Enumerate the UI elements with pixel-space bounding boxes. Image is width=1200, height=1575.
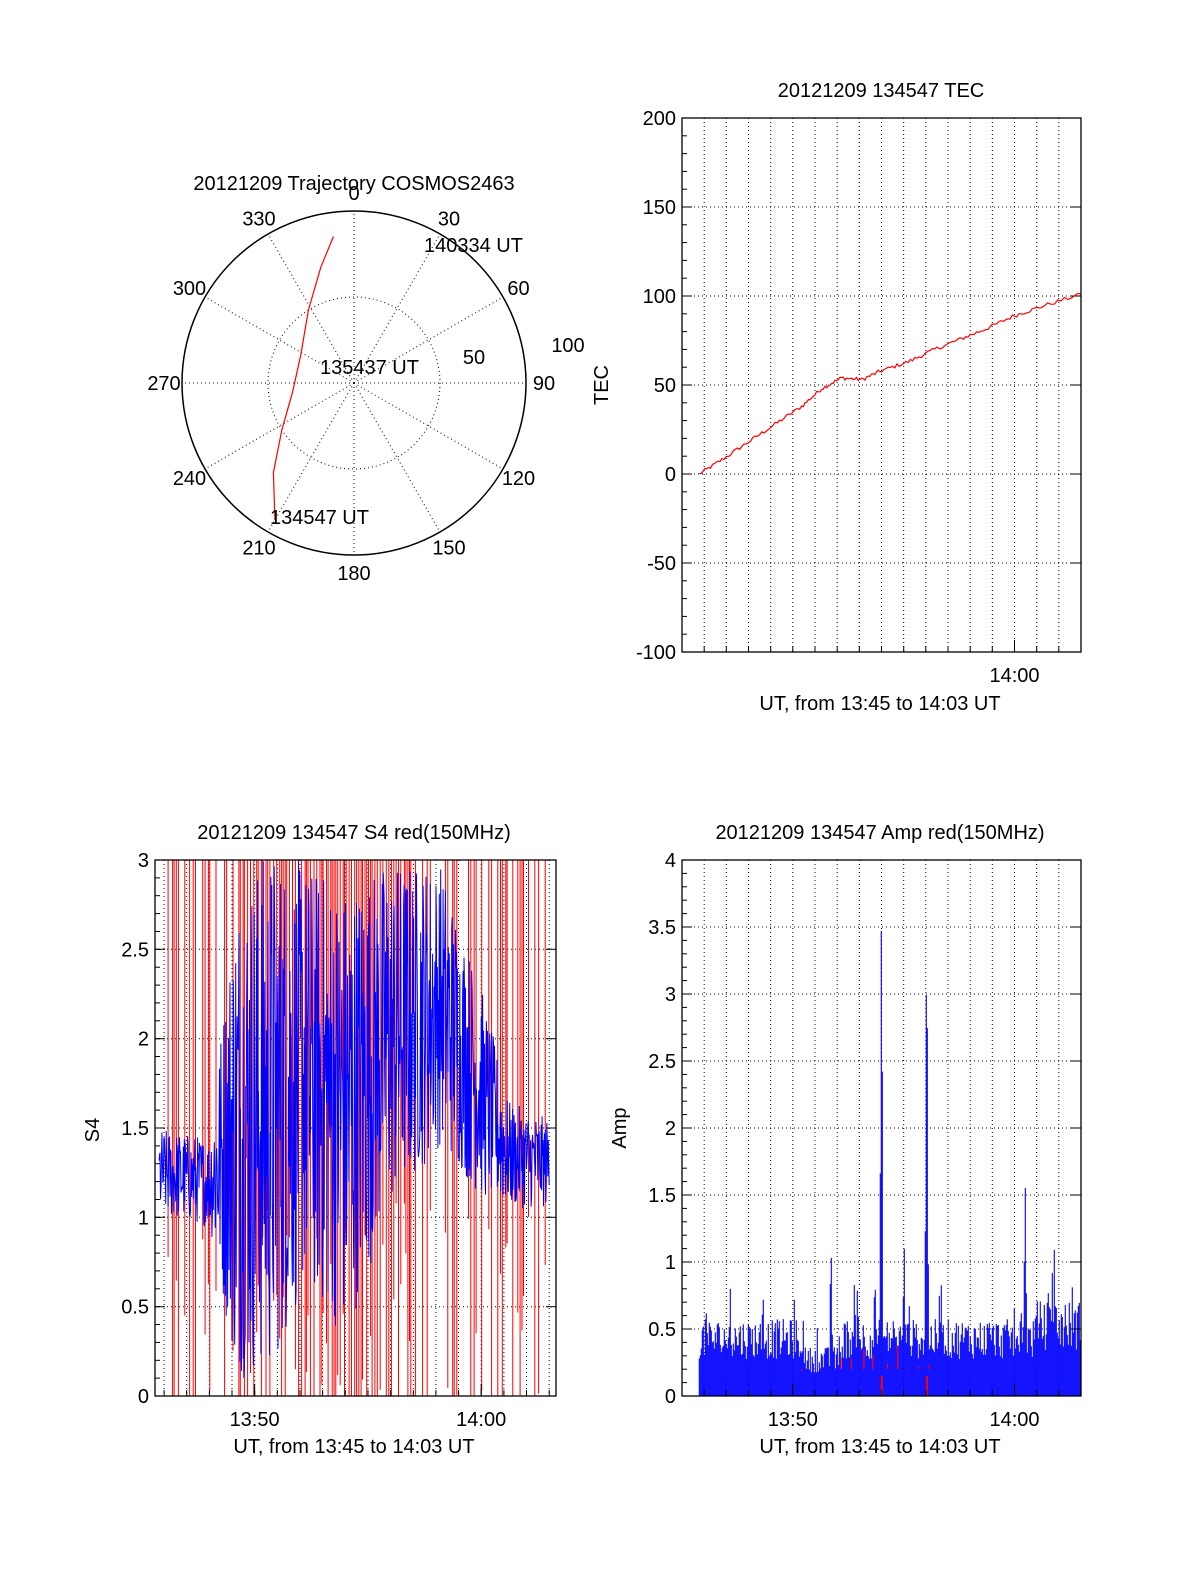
amp-grid [682,860,1081,1396]
polar-azimuth-label-150: 150 [432,538,465,560]
polar-spoke-300 [204,296,355,384]
s4-line-chart: 20121209 134547 S4 red(150MHz) 0 0.5 1 1.5 2… [82,822,557,1458]
amp-y-tick-label: 0 [665,1386,676,1408]
tec-chart-title: 20121209 134547 TEC [778,80,984,102]
tec-y-tick-label: 150 [643,197,676,219]
amp-y-tick-label: 3.5 [648,917,676,939]
polar-azimuth-label-300: 300 [173,278,206,300]
s4-x-tick-label: 13:50 [230,1409,280,1431]
tec-y-tick-label: 50 [654,375,676,397]
amp-x-axis-label: UT, from 13:45 to 14:03 UT [759,1436,1000,1458]
polar-azimuth-label-270: 270 [147,373,180,395]
trajectory-end-time-label: 140334 UT [424,235,523,257]
s4-y-axis-label: S4 [82,1118,104,1142]
tec-axis-ticks: -100 -50 0 50 100 150 200 14:00 [636,108,1081,687]
amp-y-tick-label: 1.5 [648,1185,676,1207]
polar-spoke-330 [267,233,355,384]
s4-x-tick-label: 14:00 [456,1409,506,1431]
s4-y-tick-label: 1 [138,1207,149,1229]
amp-y-axis-label: Amp [609,1107,631,1148]
amp-plot-frame [681,859,1082,1397]
polar-azimuth-label-90: 90 [533,373,555,395]
trajectory-track-line [272,236,334,521]
polar-radial-circle-50 [267,296,441,470]
amp-y-tick-label: 0.5 [648,1319,676,1341]
s4-y-tick-label: 1.5 [121,1118,149,1140]
amp-chart-title: 20121209 134547 Amp red(150MHz) [715,822,1044,844]
amp-y-tick-label: 4 [665,850,676,872]
tec-y-tick-label: 200 [643,108,676,130]
amp-blue-series [698,931,1081,1396]
polar-radial-label-100: 100 [551,335,584,357]
trajectory-chart-title: 20121209 Trajectory COSMOS2463 [193,173,514,195]
amp-axis-ticks: 0 0.5 1 1.5 2 2.5 3 3.5 4 13:50 14:00 [648,850,1081,1431]
s4-y-tick-label: 3 [138,850,149,872]
tec-x-axis-label: UT, from 13:45 to 14:03 UT [759,693,1000,715]
tec-y-axis-label: TEC [591,365,613,405]
tec-y-tick-label: -100 [636,642,676,664]
s4-y-tick-label: 2.5 [121,939,149,961]
polar-azimuth-label-60: 60 [507,278,529,300]
s4-axis-ticks: 0 0.5 1 1.5 2 2.5 3 13:50 14:00 [121,850,556,1431]
tec-grid [682,118,1081,652]
polar-azimuth-label-30: 30 [438,209,460,231]
amp-x-tick-label: 14:00 [989,1409,1039,1431]
amp-line-chart: 20121209 134547 Amp red(150MHz) 0 0.5 1 1.5… [609,822,1082,1458]
polar-radial-label-50: 50 [463,347,485,369]
polar-azimuth-label-0: 0 [348,183,359,205]
s4-plot-frame [154,859,557,1397]
polar-azimuth-labels: 0 30 60 90 120 150 180 210 240 270 300 330 [147,183,555,585]
polar-azimuth-label-120: 120 [502,468,535,490]
s4-chart-title: 20121209 134547 S4 red(150MHz) [197,822,511,844]
polar-azimuth-label-180: 180 [337,563,370,585]
tec-line-chart: 20121209 134547 TEC -100 -50 0 50 100 150 200 1… [591,80,1082,715]
polar-spoke-60 [353,296,504,384]
polar-azimuth-label-240: 240 [173,468,206,490]
amp-red-series [801,1345,930,1396]
polar-azimuth-label-330: 330 [242,209,275,231]
trajectory-start-time-label: 134547 UT [270,507,369,529]
polar-outer-circle [181,210,527,556]
tec-plot-frame [681,117,1082,653]
polar-spoke-240 [204,382,355,470]
s4-y-tick-label: 0.5 [121,1297,149,1319]
polar-azimuth-label-210: 210 [242,538,275,560]
tec-x-tick-label: 14:00 [989,665,1039,687]
tec-y-tick-label: -50 [647,553,676,575]
tec-y-tick-label: 0 [665,464,676,486]
s4-blue-series-line [158,859,550,1378]
polar-spoke-30 [353,233,441,384]
tec-y-tick-label: 100 [643,286,676,308]
tec-series-line [699,292,1082,475]
amp-y-tick-label: 2.5 [648,1051,676,1073]
polar-spoke-210 [267,382,355,533]
amp-y-tick-label: 3 [665,984,676,1006]
polar-spoke-150 [353,382,441,533]
polar-spoke-120 [353,382,504,470]
polar-spokes [182,211,526,555]
s4-y-tick-label: 0 [138,1386,149,1408]
trajectory-mid-time-label: 135437 UT [320,357,419,379]
s4-x-axis-label: UT, from 13:45 to 14:03 UT [233,1436,474,1458]
amp-y-tick-label: 1 [665,1252,676,1274]
s4-y-tick-label: 2 [138,1029,149,1051]
amp-x-tick-label: 13:50 [768,1409,818,1431]
amp-y-tick-label: 2 [665,1118,676,1140]
trajectory-polar-chart: 20121209 Trajectory COSMOS2463 0 30 60 90 12… [147,173,584,585]
